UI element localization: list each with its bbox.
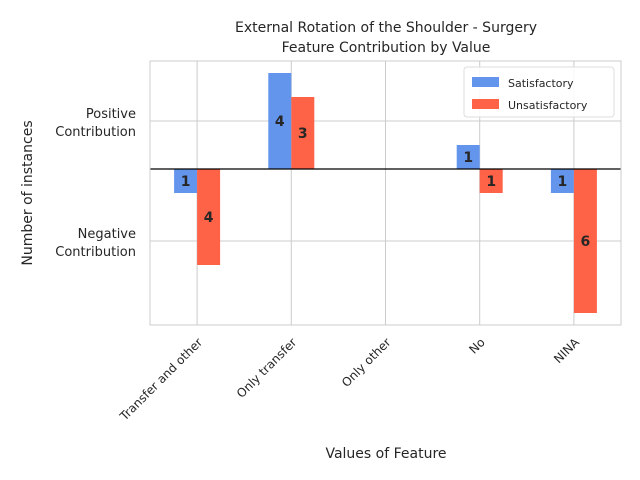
y-tick-label-line: Negative: [78, 227, 136, 242]
bar-unsatisfactory: [573, 169, 597, 313]
bar-satisfactory: [550, 169, 574, 193]
bar-satisfactory: [174, 169, 198, 193]
legend-swatch: [472, 99, 499, 109]
legend: Satisfactory Unsatisfactory: [463, 66, 615, 118]
bar-unsatisfactory: [197, 169, 221, 265]
bar-satisfactory: [456, 145, 480, 169]
y-tick-label-line: Positive: [86, 107, 136, 122]
y-axis-label: Number of instances: [20, 120, 36, 265]
y-tick-label: Negative Contribution: [55, 227, 136, 260]
bar-value-label: 1: [463, 150, 473, 166]
bar-value-label: 1: [181, 174, 191, 190]
x-tick-label: No: [466, 335, 487, 356]
y-tick-label-line: Contribution: [55, 125, 136, 140]
y-tick-label: Positive Contribution: [55, 107, 136, 140]
chart-title-line-1: External Rotation of the Shoulder - Surg…: [235, 20, 537, 36]
plot-border: [149, 60, 622, 326]
bar-value-label: 1: [486, 174, 496, 190]
chart-title-line-2: Feature Contribution by Value: [282, 40, 491, 56]
legend-label: Satisfactory: [508, 77, 574, 90]
legend-label: Unsatisfactory: [508, 99, 588, 112]
bar-satisfactory: [268, 73, 292, 169]
bar-unsatisfactory: [479, 169, 503, 193]
bar-unsatisfactory: [291, 97, 315, 169]
x-tick-label: Transfer and other: [117, 335, 206, 424]
legend-swatch: [472, 77, 499, 87]
bar-value-label: 3: [298, 126, 308, 142]
bar-value-label: 4: [275, 114, 285, 130]
bar-value-label: 4: [204, 210, 214, 226]
bar-value-label: 1: [558, 174, 568, 190]
legend-box: [463, 66, 615, 118]
y-tick-label-line: Contribution: [55, 245, 136, 260]
chart-title: External Rotation of the Shoulder - Surg…: [235, 20, 537, 56]
x-tick-label: Only other: [339, 335, 394, 390]
x-tick-label: NINA: [551, 335, 582, 366]
x-tick-label: Only transfer: [234, 335, 300, 401]
x-axis-label: Values of Feature: [325, 446, 446, 462]
bar-value-label: 6: [581, 234, 591, 250]
